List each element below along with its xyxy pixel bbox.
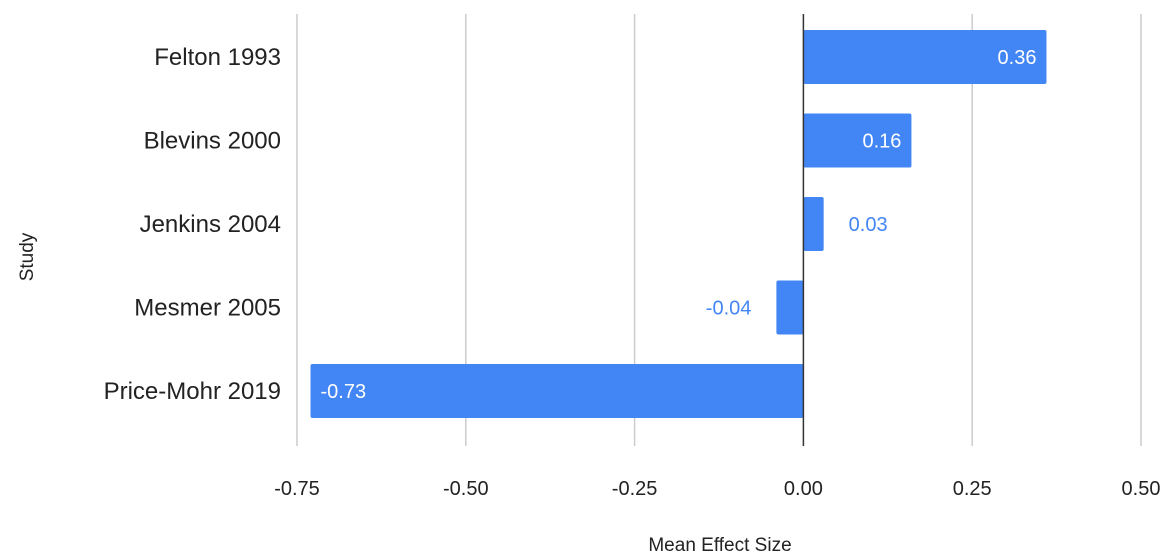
bar <box>310 364 804 418</box>
x-tick-label: -0.75 <box>274 478 320 500</box>
data-label: 0.03 <box>849 214 888 236</box>
bar <box>803 30 1047 84</box>
x-tick-label: 0.00 <box>784 478 823 500</box>
data-labels: 0.36 0.16 0.03 -0.04 -0.73 <box>321 47 1037 403</box>
x-tick-label: -0.25 <box>612 478 658 500</box>
x-tick-label: -0.50 <box>443 478 489 500</box>
bars <box>310 30 1047 418</box>
x-axis-title: Mean Effect Size <box>648 535 791 556</box>
category-labels: Felton 1993 Blevins 2000 Jenkins 2004 Mesme… <box>104 44 281 405</box>
x-tick-labels: -0.75 -0.50 -0.25 0.00 0.25 0.50 <box>274 478 1160 500</box>
category-label: Mesmer 2005 <box>134 295 281 322</box>
bar <box>776 280 804 335</box>
x-tick-label: 0.25 <box>953 478 992 500</box>
category-label: Felton 1993 <box>154 44 281 71</box>
category-label: Price-Mohr 2019 <box>104 378 281 405</box>
data-label: -0.04 <box>706 298 752 320</box>
category-label: Blevins 2000 <box>144 128 281 155</box>
x-tick-label: 0.50 <box>1122 478 1161 500</box>
bar <box>803 113 912 168</box>
data-label: 0.16 <box>862 131 901 153</box>
bar <box>803 197 824 251</box>
data-label: 0.36 <box>998 47 1037 69</box>
category-label: Jenkins 2004 <box>140 211 281 238</box>
y-axis-title: Study <box>17 232 38 281</box>
data-label: -0.73 <box>321 381 367 403</box>
